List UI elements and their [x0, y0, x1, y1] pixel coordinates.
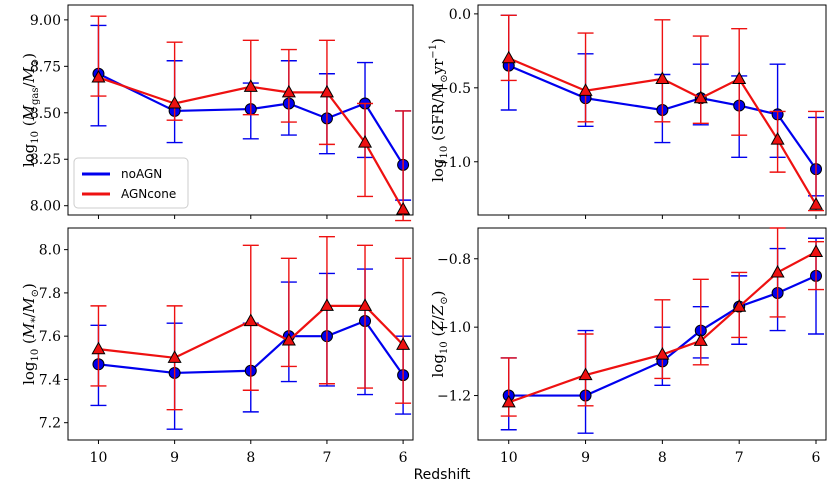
x-tick-label: 7 [735, 450, 744, 466]
x-tick-label: 6 [399, 450, 408, 466]
data-point [357, 298, 373, 311]
data-point [243, 79, 258, 92]
series-AGNcone [90, 15, 412, 222]
data-point [808, 244, 824, 257]
x-tick-label: 10 [90, 450, 108, 466]
data-point [808, 197, 824, 210]
plot-frame [477, 227, 827, 441]
data-point [693, 333, 708, 346]
panel-stellar-mass: 7.2 7.4 7.6 7.8 8.0 10 9 8 7 6 log10 (M*/M⊙) [20, 227, 414, 466]
data-point [396, 337, 411, 350]
panel-gas-mass: 8.00 8.25 8.50 8.75 9.00 log10 (Mgas/M⊙) noAGN… [20, 4, 414, 222]
y-tick-label: 9.00 [30, 13, 61, 29]
legend: noAGN AGNcone [73, 157, 189, 209]
data-point [501, 394, 516, 408]
plot-frame [67, 4, 414, 216]
y-tick-label: 8.75 [30, 59, 61, 75]
y-tick-label: −0.5 [437, 81, 471, 97]
y-axis-label: log10 (Mgas/M⊙) [20, 53, 41, 167]
data-point [732, 71, 747, 84]
y-tick-label: −1.0 [437, 155, 471, 171]
data-point [655, 71, 670, 84]
data-point [357, 134, 373, 148]
panel-sfr: −1.0 −0.5 0.0 log10 (SFR/M⊙yr−1) [428, 4, 827, 219]
x-tick-label: 7 [322, 450, 331, 466]
series-AGNcone [500, 227, 825, 417]
data-point [732, 299, 747, 312]
y-tick-label: 0.0 [449, 7, 471, 23]
y-tick-label: 7.4 [39, 372, 61, 388]
series-AGNcone [90, 235, 412, 411]
x-tick-label: 8 [246, 450, 255, 466]
x-tick-label: 8 [658, 450, 667, 466]
data-point [655, 346, 670, 360]
y-tick-label: −1.0 [437, 320, 471, 336]
data-point [167, 95, 182, 109]
data-point [319, 298, 334, 311]
x-tick-label: 6 [812, 450, 821, 466]
legend-label: AGNcone [121, 187, 176, 201]
plot-frame [67, 227, 414, 441]
y-tick-label: 8.25 [30, 152, 61, 168]
panel-metallicity: −1.2 −1.0 −0.8 10 9 8 7 6 log10 (Z/Z⊙) [429, 227, 827, 466]
x-tick-label: 9 [581, 450, 590, 466]
x-tick-label: 10 [500, 450, 518, 466]
y-tick-label: −1.2 [437, 389, 471, 405]
data-point [91, 341, 106, 355]
y-tick-label: 7.6 [39, 329, 61, 345]
data-point [243, 313, 258, 327]
y-axis-label: log10 (Z/Z⊙) [429, 291, 450, 378]
y-tick-label: 7.2 [39, 416, 61, 432]
data-point [770, 132, 785, 145]
data-point [578, 83, 593, 96]
data-point [770, 264, 785, 278]
series-AGNcone [500, 14, 825, 212]
data-point [281, 332, 296, 346]
y-tick-label: 7.8 [39, 286, 61, 302]
y-tick-label: −0.8 [437, 252, 471, 268]
data-point [167, 350, 182, 363]
data-point [578, 367, 593, 381]
data-point [693, 90, 708, 104]
data-point [281, 84, 296, 98]
x-axis-label: Redshift [414, 467, 471, 483]
y-tick-label: 8.00 [30, 199, 61, 215]
plot-frame [477, 4, 827, 216]
x-tick-label: 9 [170, 450, 179, 466]
data-point [91, 69, 106, 83]
data-point [501, 50, 516, 64]
data-point [396, 201, 411, 215]
y-tick-label: 8.50 [30, 106, 61, 122]
legend-label: noAGN [121, 167, 162, 181]
y-axis-label: log10 (M*/M⊙) [20, 283, 41, 385]
y-tick-label: 8.0 [39, 243, 61, 259]
data-point [319, 84, 334, 98]
y-axis-label: log10 (SFR/M⊙yr−1) [428, 38, 450, 182]
